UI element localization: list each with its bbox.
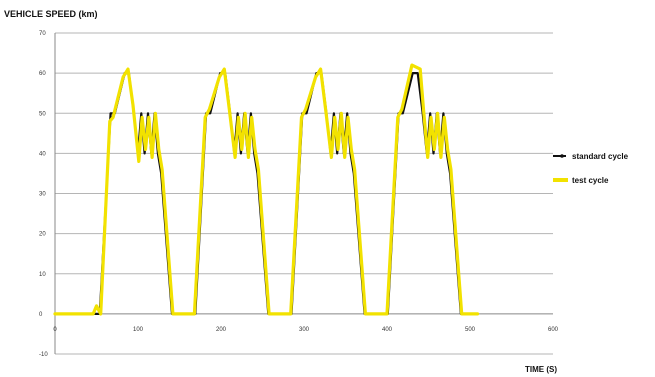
y-tick-label: 60 (39, 71, 46, 77)
x-tick-label: 500 (465, 327, 476, 333)
x-tick-label: 0 (53, 327, 57, 333)
y-tick-label: 10 (39, 272, 46, 278)
y-tick-label: 40 (39, 151, 46, 157)
y-tick-label: 30 (39, 192, 46, 198)
legend-label: test cycle (572, 176, 609, 185)
y-tick-label: 50 (39, 111, 46, 117)
chart-title: VEHICLE SPEED (km) (4, 9, 98, 19)
legend-label: standard cycle (572, 152, 629, 161)
y-tick-label: -10 (39, 352, 48, 358)
x-tick-label: 300 (299, 327, 310, 333)
x-tick-label: 200 (216, 327, 227, 333)
y-tick-label: 70 (39, 31, 46, 37)
series-lines (53, 63, 480, 316)
x-tick-label: 600 (548, 327, 559, 333)
x-axis-label: TIME (S) (525, 365, 557, 374)
y-ticks: -10 0 10 20 30 40 50 60 70 (39, 31, 48, 358)
x-ticks: 0 100 200 300 400 500 600 (53, 327, 558, 333)
x-tick-label: 100 (133, 327, 144, 333)
y-tick-label: 20 (39, 232, 46, 238)
legend: standard cycle test cycle (553, 152, 629, 185)
x-tick-label: 400 (382, 327, 393, 333)
y-tick-label: 0 (39, 312, 43, 318)
legend-marker-standard (560, 154, 564, 158)
test-cycle-line (53, 63, 480, 316)
